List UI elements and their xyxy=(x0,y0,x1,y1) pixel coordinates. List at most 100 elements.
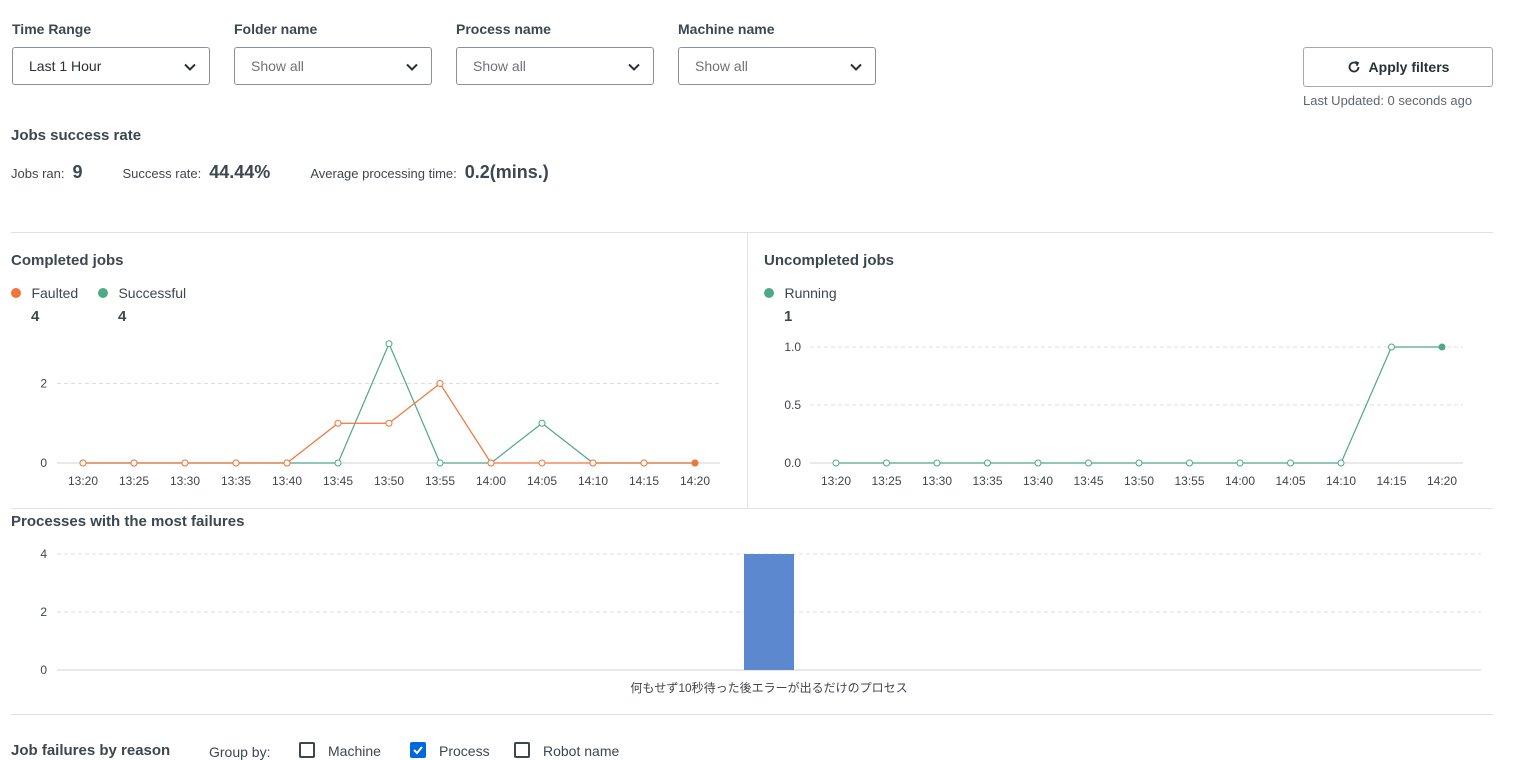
data-point-running xyxy=(1438,343,1446,351)
y-tick-label: 4 xyxy=(40,547,47,561)
machine-checkbox[interactable] xyxy=(299,742,315,758)
data-point-faulted xyxy=(181,459,189,467)
y-tick-label: 0.0 xyxy=(784,456,801,470)
x-tick-label: 13:35 xyxy=(221,474,251,488)
completed-jobs-chart: 0 2 13:20 13:25 13:30 13:35 13:40 13:45 13:50 13:… xyxy=(40,340,720,488)
apply-filters-label: Apply filters xyxy=(1368,59,1450,75)
legend-running-label: Running xyxy=(784,285,837,301)
process-name-select[interactable]: Show all xyxy=(456,47,654,85)
avg-time-label: Average processing time: xyxy=(310,166,457,181)
x-tick-label: 13:20 xyxy=(821,474,851,488)
faulted-dot xyxy=(11,288,21,298)
x-tick-label: 14:15 xyxy=(1376,474,1406,488)
process-failures-chart: 0 2 4 何もせず10秒待った後エラーが出るだけのプロセス xyxy=(40,547,1481,695)
success-stats: Jobs ran: 9 Success rate: 44.44% Average… xyxy=(11,162,549,183)
jobs-ran-label: Jobs ran: xyxy=(11,166,65,181)
checkmark-icon xyxy=(413,746,423,755)
legend-successful-label: Successful xyxy=(118,285,187,301)
x-tick-label: 13:55 xyxy=(425,474,455,488)
jobs-ran-value: 9 xyxy=(72,162,83,182)
data-point-faulted xyxy=(334,419,342,427)
data-point-running xyxy=(1287,459,1294,467)
data-point-running xyxy=(984,459,991,467)
successful-dot xyxy=(98,288,108,298)
avg-time-value: 0.2(mins.) xyxy=(464,162,549,182)
x-tick-label: 13:25 xyxy=(119,474,149,488)
apply-filters-button[interactable]: Apply filters xyxy=(1303,47,1493,87)
x-tick-label: 13:55 xyxy=(1174,474,1204,488)
machine-checkbox-label[interactable]: Machine xyxy=(328,743,381,759)
time-range-value: Last 1 Hour xyxy=(29,58,102,74)
y-tick-label: 2 xyxy=(40,377,47,391)
running-dot xyxy=(764,288,774,298)
process-name-label: Process name xyxy=(456,21,551,37)
data-point-running xyxy=(832,459,840,467)
process-checkbox-label[interactable]: Process xyxy=(439,743,490,759)
data-point-successful xyxy=(334,459,342,467)
success-rate-value: 44.44% xyxy=(209,162,271,182)
divider xyxy=(747,233,748,508)
data-point-faulted xyxy=(589,459,597,467)
data-point-faulted xyxy=(487,459,495,467)
legend-faulted[interactable]: Faulted 4 xyxy=(11,285,101,325)
uncompleted-jobs-title: Uncompleted jobs xyxy=(764,252,895,269)
legend-running-count: 1 xyxy=(784,308,793,325)
process-checkbox[interactable] xyxy=(410,742,426,758)
folder-name-label: Folder name xyxy=(234,21,318,37)
chevron-down-icon xyxy=(406,63,418,71)
data-point-faulted xyxy=(436,380,444,387)
y-tick-label: 2 xyxy=(40,605,47,619)
divider xyxy=(11,232,1493,233)
divider xyxy=(11,508,1493,509)
data-point-running xyxy=(1135,459,1143,467)
data-point-running xyxy=(1337,459,1345,467)
x-tick-label: 13:20 xyxy=(68,474,98,488)
machine-name-select[interactable]: Show all xyxy=(678,47,876,85)
data-point-faulted xyxy=(79,459,87,467)
chevron-down-icon xyxy=(850,63,862,71)
group-by-label: Group by: xyxy=(209,744,271,760)
data-point-faulted xyxy=(640,459,648,467)
data-point-running xyxy=(1034,459,1042,467)
x-tick-label: 13:50 xyxy=(374,474,404,488)
data-point-faulted xyxy=(538,459,546,467)
success-rate-label: Success rate: xyxy=(122,166,202,181)
legend-successful[interactable]: Successful 4 xyxy=(98,285,198,325)
x-tick-label: 13:25 xyxy=(871,474,901,488)
divider xyxy=(11,714,1493,715)
folder-name-select[interactable]: Show all xyxy=(234,47,432,85)
x-tick-label: 13:30 xyxy=(922,474,952,488)
robot-name-checkbox-label[interactable]: Robot name xyxy=(543,743,620,759)
y-tick-label: 0.5 xyxy=(784,398,801,412)
data-point-faulted xyxy=(283,459,291,467)
x-tick-label: 14:00 xyxy=(1225,474,1255,488)
x-tick-label: 14:10 xyxy=(578,474,608,488)
y-tick-label: 1.0 xyxy=(784,340,801,354)
x-tick-label: 13:50 xyxy=(1124,474,1154,488)
uncompleted-jobs-chart: 0.0 0.5 1.0 13:20 13:25 13:30 13:35 13:40 13:45 1… xyxy=(784,340,1463,488)
x-tick-label: 14:00 xyxy=(476,474,506,488)
machine-name-value: Show all xyxy=(695,58,748,74)
x-tick-label: 14:20 xyxy=(1427,474,1457,488)
chevron-down-icon xyxy=(628,63,640,71)
data-point-running xyxy=(1236,459,1244,467)
legend-successful-count: 4 xyxy=(118,308,127,325)
data-point-running xyxy=(1388,343,1395,351)
x-tick-label: 13:30 xyxy=(170,474,200,488)
robot-name-checkbox[interactable] xyxy=(514,742,530,758)
x-tick-label: 14:10 xyxy=(1326,474,1356,488)
legend-faulted-count: 4 xyxy=(31,308,40,325)
machine-name-label: Machine name xyxy=(678,21,775,37)
data-point-faulted xyxy=(385,419,393,427)
time-range-select[interactable]: Last 1 Hour xyxy=(12,47,210,85)
processes-failures-title: Processes with the most failures xyxy=(11,513,245,530)
data-point-running xyxy=(1186,459,1193,467)
x-tick-label: 何もせず10秒待った後エラーが出るだけのプロセス xyxy=(630,680,907,695)
x-tick-label: 13:45 xyxy=(323,474,353,488)
folder-name-value: Show all xyxy=(251,58,304,74)
data-point-running xyxy=(933,459,941,467)
data-point-successful xyxy=(385,340,393,348)
legend-running[interactable]: Running 1 xyxy=(764,285,864,325)
x-tick-label: 14:20 xyxy=(680,474,710,488)
time-range-label: Time Range xyxy=(12,21,92,37)
